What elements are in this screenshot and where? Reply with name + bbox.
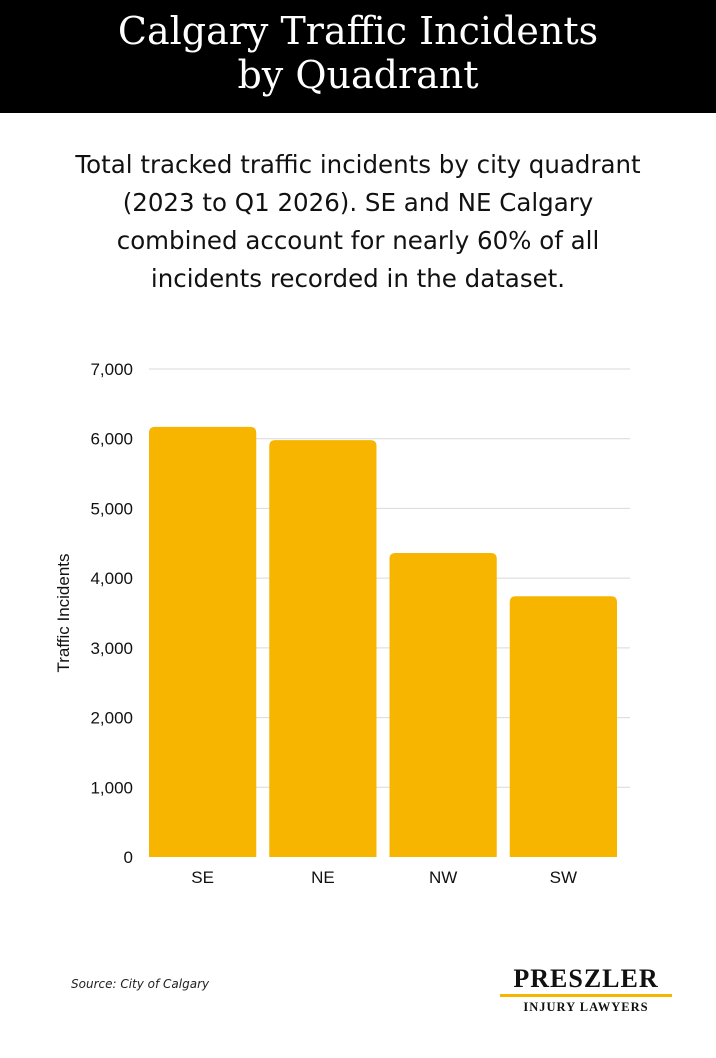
title-banner: Calgary Traffic Incidents by Quadrant — [0, 0, 716, 113]
bar-ne — [269, 440, 377, 857]
logo-tagline: INJURY LAWYERS — [523, 1000, 649, 1014]
x-tick-label: SE — [191, 868, 214, 887]
x-tick-label: NW — [429, 868, 457, 887]
y-tick-label: 0 — [124, 848, 133, 867]
y-axis-ticks: 0 1,000 2,000 3,000 4,000 5,000 6,000 7,000 — [90, 360, 133, 867]
y-tick-label: 5,000 — [90, 499, 133, 518]
source-note: Source: City of Calgary — [71, 977, 210, 991]
y-axis-label: Traffic Incidents — [54, 553, 73, 672]
x-tick-label: SW — [550, 868, 577, 887]
y-tick-label: 6,000 — [90, 430, 133, 449]
y-tick-label: 7,000 — [90, 360, 133, 379]
bar-sw — [509, 596, 617, 857]
title-line-1: Calgary Traffic Incidents — [117, 9, 599, 53]
bar-nw — [389, 553, 497, 857]
logo-name: PRESZLER — [513, 964, 659, 993]
bar-chart: 0 1,000 2,000 3,000 4,000 5,000 6,000 7,000 SE N… — [54, 360, 630, 887]
title-line-2: by Quadrant — [237, 53, 479, 97]
chart-subtitle: Total tracked traffic incidents by city … — [75, 150, 641, 293]
y-tick-label: 3,000 — [90, 639, 133, 658]
brand-logo: PRESZLER INJURY LAWYERS — [500, 966, 672, 1014]
x-tick-label: NE — [311, 868, 335, 887]
x-axis-ticks: SE NE NW SW — [191, 868, 577, 887]
bars — [149, 426, 617, 857]
y-tick-label: 1,000 — [90, 778, 133, 797]
bar-se — [149, 426, 257, 857]
y-tick-label: 4,000 — [90, 569, 133, 588]
y-tick-label: 2,000 — [90, 709, 133, 728]
logo-accent-bar — [500, 994, 672, 997]
